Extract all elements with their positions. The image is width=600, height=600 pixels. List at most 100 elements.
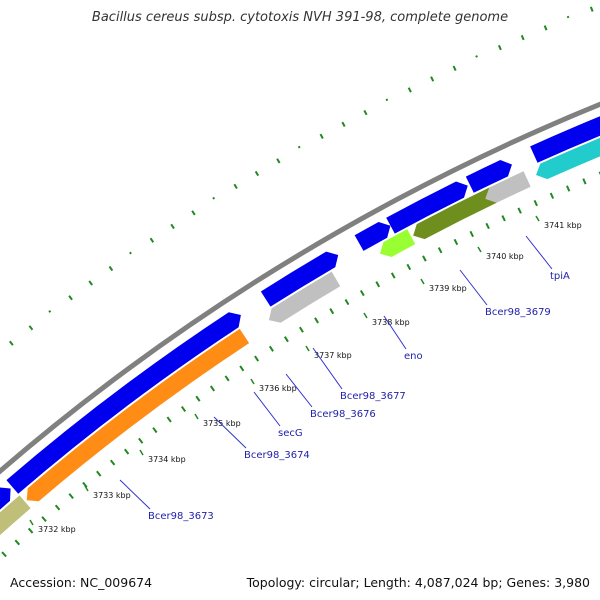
outer-dot [297,145,301,149]
outer-dot-track [8,6,594,346]
outer-dot [254,170,260,177]
reverse-cds-7 [536,137,600,180]
inner-dot [180,406,187,413]
tick-label: 3741 kbp [544,221,582,230]
inner-dot [152,427,158,434]
tick-label: 3736 kbp [259,384,297,393]
outer-dot [8,340,14,346]
gene-label: Bcer98_3679 [485,307,551,318]
gene-leader-line [525,235,553,270]
position-tick: 3734 kbp [139,449,186,464]
outer-dot [341,121,346,128]
position-tick: 3738 kbp [363,312,410,327]
outer-dot [363,109,368,116]
tick-mark [535,215,540,222]
outer-dot [88,280,93,286]
inner-dot [437,247,443,254]
outer-dot [385,98,389,102]
outer-dot [212,196,216,200]
outer-dot [566,15,570,19]
inner-dot [82,481,88,488]
reverse-cds-1 [0,495,31,536]
outer-dot [589,6,594,12]
gene-leader-line [213,416,247,449]
outer-dot [407,87,412,93]
gene-label: Bcer98_3676 [310,409,376,420]
position-tick: 3736 kbp [250,378,297,393]
outer-dot [276,158,281,164]
inner-dot [298,326,304,333]
tick-mark [29,519,34,526]
tick-mark [250,378,255,385]
reverse-cds-2 [26,328,250,502]
position-tick: 3740 kbp [477,246,524,261]
outer-dot [68,295,73,301]
gene-label: eno [404,351,423,362]
inner-dot [329,308,335,315]
outer-dot [520,34,525,41]
forward-cds-1 [0,487,11,510]
position-tick: 3741 kbp [535,215,582,230]
inner-dot [68,493,74,500]
forward-cds-6 [465,160,512,193]
inner-dot [239,365,245,372]
inner-dot [209,385,216,392]
inner-dot [485,222,490,230]
outer-dot [543,25,548,31]
tick-label: 3740 kbp [486,252,524,261]
gene-leader-line [383,315,407,350]
tick-label: 3738 kbp [372,318,410,327]
gene-leader-line [253,391,281,427]
backbone-ring [0,101,600,475]
outer-dot [497,44,502,51]
inner-dot [406,263,412,271]
gene-label: secG [278,428,303,439]
genome-backbone [0,101,600,475]
tick-mark [420,278,425,285]
tick-label: 3732 kbp [38,525,76,534]
tick-label: 3739 kbp [429,284,467,293]
inner-dot [109,459,116,466]
inner-dot [14,539,21,546]
forward-cds-3 [260,251,339,307]
accession-text: Accession: NC_009674 [10,575,153,590]
tick-mark [363,312,368,319]
reverse-strand-track [0,137,600,536]
inner-dot [566,185,571,192]
gene-label-group: tpiA [525,235,570,282]
inner-dot [96,470,102,477]
position-tick: 3735 kbp [194,413,241,428]
forward-cds-2 [6,312,241,494]
gene-leader-line [285,373,313,408]
outer-dot [129,251,132,255]
reverse-cds-6 [485,171,531,203]
outer-dot [319,133,324,139]
tick-mark [139,449,144,456]
inner-dot [195,395,201,402]
inner-dot [224,375,230,382]
inner-dot [123,448,130,455]
tick-mark [305,345,310,352]
inner-dot [375,281,381,288]
inner-dot [166,416,172,423]
gene-label-group: eno [383,315,423,362]
gene-label-group: Bcer98_3679 [459,269,551,318]
position-tick: 3739 kbp [420,278,467,293]
genome-summary-text: Topology: circular; Length: 4,087,024 bp… [246,575,590,590]
inner-dot [54,504,61,511]
gene-label-group: Bcer98_3676 [285,373,376,420]
inner-dot [268,345,274,352]
inner-dot [533,199,538,207]
gene-label-group: Bcer98_3677 [312,347,406,402]
inner-dot [138,437,144,444]
inner-dot [582,178,587,185]
inner-dot [453,238,459,246]
inner-dot-track [1,171,600,558]
inner-dot [517,207,522,214]
gene-leader-line [119,479,151,510]
tick-mark [194,413,199,420]
inner-dot [469,230,474,238]
outer-dot [475,55,478,58]
